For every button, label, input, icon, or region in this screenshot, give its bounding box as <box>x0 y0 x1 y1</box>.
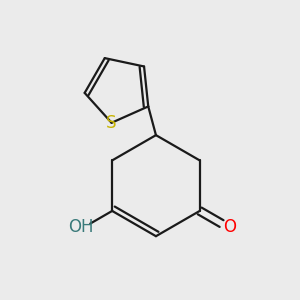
Text: O: O <box>223 218 236 236</box>
Text: S: S <box>106 114 117 132</box>
Text: OH: OH <box>68 218 94 236</box>
